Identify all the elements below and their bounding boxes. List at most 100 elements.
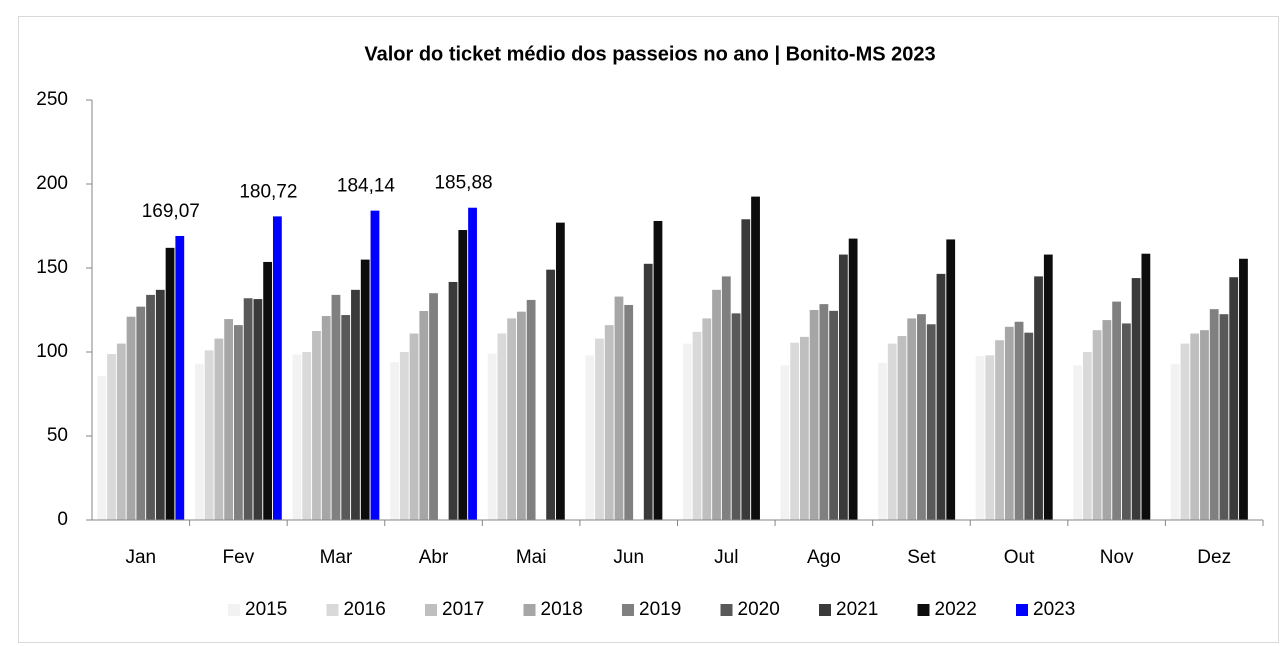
bar bbox=[507, 318, 517, 520]
legend-swatch bbox=[622, 604, 634, 616]
bar bbox=[585, 355, 595, 520]
bar bbox=[946, 239, 956, 520]
legend-swatch bbox=[523, 604, 536, 616]
bar bbox=[1229, 277, 1239, 520]
legend-label: 2020 bbox=[738, 599, 780, 620]
bar bbox=[975, 356, 985, 520]
bar bbox=[331, 294, 341, 520]
bar bbox=[780, 365, 790, 520]
bar bbox=[848, 238, 858, 520]
bar bbox=[595, 338, 604, 520]
bar bbox=[702, 318, 712, 520]
bar bbox=[351, 289, 360, 520]
bar bbox=[712, 289, 721, 520]
x-tick-label: Abr bbox=[419, 547, 449, 568]
bar bbox=[1239, 258, 1248, 520]
bar bbox=[546, 269, 556, 520]
bar bbox=[155, 289, 165, 520]
bar bbox=[341, 315, 351, 520]
bar bbox=[799, 336, 809, 520]
x-tick-label: Set bbox=[907, 547, 936, 568]
bar bbox=[497, 333, 507, 520]
legend-swatch bbox=[425, 604, 437, 616]
x-tick-label: Ago bbox=[807, 547, 841, 568]
y-tick-label: 0 bbox=[57, 509, 68, 530]
bar bbox=[1190, 333, 1200, 520]
bar bbox=[448, 281, 458, 520]
bar bbox=[887, 343, 897, 520]
legend-swatch bbox=[228, 604, 240, 616]
bar bbox=[1034, 276, 1043, 520]
bar bbox=[985, 355, 995, 520]
x-tick-label: Jan bbox=[125, 547, 156, 568]
bar bbox=[165, 247, 175, 520]
y-tick-label: 100 bbox=[36, 341, 68, 362]
bar bbox=[321, 316, 331, 520]
bar bbox=[136, 306, 146, 520]
bar bbox=[487, 353, 497, 520]
x-tick-label: Nov bbox=[1100, 547, 1134, 568]
x-tick-label: Dez bbox=[1197, 547, 1231, 568]
bar bbox=[107, 354, 116, 520]
bar bbox=[458, 230, 468, 521]
legend-label: 2015 bbox=[245, 599, 287, 620]
bar bbox=[233, 325, 243, 520]
x-tick-label: Jun bbox=[613, 547, 644, 568]
bar bbox=[312, 331, 321, 520]
bar bbox=[917, 314, 926, 520]
bar bbox=[243, 298, 253, 520]
bar bbox=[272, 216, 282, 521]
y-tick-label: 150 bbox=[36, 257, 68, 278]
bar bbox=[409, 333, 419, 520]
bar bbox=[907, 318, 917, 520]
legend-swatch bbox=[326, 604, 339, 616]
bar bbox=[126, 316, 136, 520]
bar bbox=[926, 324, 936, 520]
bar bbox=[1092, 330, 1102, 520]
bar bbox=[1131, 278, 1141, 520]
bar bbox=[604, 325, 614, 520]
bar bbox=[741, 219, 751, 520]
bar bbox=[721, 276, 731, 520]
bar bbox=[1102, 320, 1112, 520]
bar bbox=[682, 343, 692, 520]
bar bbox=[224, 319, 234, 520]
bar bbox=[829, 310, 839, 520]
legend-label: 2021 bbox=[836, 599, 878, 620]
bar bbox=[790, 342, 800, 520]
bar bbox=[429, 293, 438, 520]
bar bbox=[731, 313, 741, 520]
bar bbox=[1170, 363, 1180, 520]
bar bbox=[370, 210, 380, 520]
bar bbox=[194, 363, 204, 520]
bar bbox=[653, 220, 663, 520]
legend-label: 2016 bbox=[344, 599, 386, 620]
y-tick-label: 250 bbox=[36, 89, 68, 110]
bar bbox=[1200, 330, 1209, 520]
bar bbox=[624, 304, 634, 520]
data-label: 184,14 bbox=[337, 176, 396, 197]
bar bbox=[175, 235, 185, 520]
bar bbox=[1024, 332, 1034, 520]
legend-label: 2019 bbox=[639, 599, 681, 620]
data-label: 169,07 bbox=[142, 201, 200, 222]
legend-swatch bbox=[819, 604, 831, 616]
bar bbox=[468, 207, 477, 520]
bar bbox=[214, 338, 224, 520]
legend-swatch bbox=[917, 604, 930, 616]
bar bbox=[116, 343, 126, 520]
bar bbox=[263, 261, 273, 520]
legend-label: 2022 bbox=[935, 599, 977, 620]
bar bbox=[302, 352, 312, 520]
bar bbox=[809, 310, 819, 520]
bar bbox=[878, 362, 887, 520]
bar bbox=[897, 336, 907, 520]
data-label: 185,88 bbox=[434, 173, 492, 194]
bar bbox=[995, 340, 1004, 520]
bar bbox=[614, 296, 624, 520]
bar bbox=[819, 304, 829, 520]
bar bbox=[1121, 323, 1131, 520]
legend-swatch bbox=[720, 604, 733, 616]
bar bbox=[526, 299, 536, 520]
